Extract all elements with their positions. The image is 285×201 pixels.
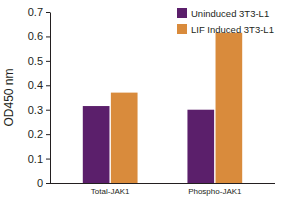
- bar: [187, 110, 214, 183]
- y-tick-label: 0.3: [28, 104, 43, 116]
- bars: [83, 33, 242, 183]
- y-tick-label: 0.4: [28, 79, 43, 91]
- legend-item: LIF Induced 3T3-L1: [177, 24, 274, 35]
- legend-item: Uninduced 3T3-L1: [177, 8, 269, 19]
- chart: 0 0.1 0.2 0.3 0.4 0.5 0.6 0.7 Total-JAK1 Phospho-…: [0, 0, 285, 201]
- bar: [216, 33, 243, 183]
- y-axis-title: OD450 nm: [2, 68, 16, 126]
- x-tick-label: Phospho-JAK1: [188, 187, 242, 196]
- y-tick-mark: [46, 134, 50, 135]
- bar: [83, 106, 110, 183]
- x-axis-line: [50, 183, 275, 184]
- y-tick-label: 0.5: [28, 55, 43, 67]
- x-tick-label: Total-JAK1: [91, 187, 130, 196]
- y-tick-mark: [46, 159, 50, 160]
- y-axis: 0 0.1 0.2 0.3 0.4 0.5 0.6 0.7: [28, 6, 51, 189]
- y-tick: 0.5: [28, 55, 50, 67]
- legend-label: LIF Induced 3T3-L1: [191, 24, 274, 35]
- bar: [111, 93, 138, 183]
- legend-swatch: [177, 24, 187, 34]
- y-tick: 0.1: [28, 153, 50, 165]
- y-tick: 0.6: [28, 30, 50, 42]
- y-tick: 0.3: [28, 104, 50, 116]
- y-tick: 0.2: [28, 128, 50, 140]
- y-tick: 0.7: [28, 6, 50, 18]
- legend-label: Uninduced 3T3-L1: [191, 8, 269, 19]
- x-axis: Total-JAK1 Phospho-JAK1: [50, 183, 275, 196]
- y-tick: 0.4: [28, 79, 50, 91]
- y-tick-mark: [46, 61, 50, 62]
- y-tick-mark: [46, 85, 50, 86]
- y-tick-mark: [46, 110, 50, 111]
- x-tick: Phospho-JAK1: [188, 183, 242, 196]
- legend-swatch: [177, 8, 187, 18]
- x-tick: Total-JAK1: [91, 183, 130, 196]
- y-tick-label: 0: [37, 177, 43, 189]
- y-tick-label: 0.7: [28, 6, 43, 18]
- legend: Uninduced 3T3-L1 LIF Induced 3T3-L1: [177, 8, 274, 35]
- y-tick-label: 0.2: [28, 128, 43, 140]
- y-axis-line: [50, 13, 51, 184]
- y-tick-mark: [46, 183, 50, 184]
- y-tick-label: 0.6: [28, 30, 43, 42]
- y-tick-mark: [46, 36, 50, 37]
- y-tick: 0: [37, 177, 50, 189]
- y-tick-label: 0.1: [28, 153, 43, 165]
- y-tick-mark: [46, 12, 50, 13]
